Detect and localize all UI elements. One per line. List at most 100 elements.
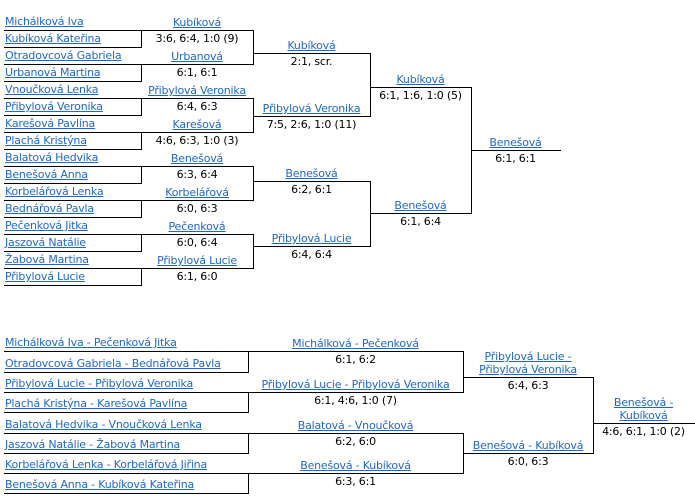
winner-link[interactable]: Benešová [489, 136, 542, 149]
winner-link[interactable]: Přibylová Veronika [262, 102, 361, 115]
bracket-line-h [4, 115, 142, 116]
winner-link[interactable]: Přibylová Lucie - Přibylová Veronika [261, 378, 450, 391]
winner-link[interactable]: Přibylová Lucie [271, 232, 352, 245]
bracket-line-v [253, 234, 254, 269]
team-link[interactable]: Korbelářová Lenka - Korbelářová Jiřina [5, 458, 207, 471]
winner-link[interactable]: Benešová [285, 167, 338, 180]
player-link[interactable]: Jaszová Natálie [5, 236, 86, 249]
player-link[interactable]: Benešová Anna [5, 168, 88, 181]
bracket-line-h [141, 200, 254, 201]
team-link[interactable]: Přibylová Lucie - Přibylová Veronika [5, 377, 194, 390]
winner-link[interactable]: Kubíková [172, 16, 222, 29]
winner-link[interactable]: Kubíková [287, 39, 336, 52]
winner-link[interactable]: Korbelářová [165, 186, 229, 199]
bracket-line-h [4, 372, 249, 373]
match-score: 6:1, 4:6, 1:0 (7) [314, 394, 397, 407]
player-link[interactable]: Urbanová Martina [5, 66, 101, 79]
winner-link[interactable]: Přibylová Lucie [157, 254, 237, 267]
entrant-cell: Přibylová Lucie [5, 270, 85, 283]
bracket-line-v [141, 132, 142, 150]
match-winner: Přibylová Veronika [111, 84, 283, 97]
match-winner: Benešová - Kubíková [433, 439, 623, 452]
bracket-line-h [463, 453, 594, 454]
bracket-line-h [248, 433, 464, 434]
match-winner: Pečenková [111, 220, 283, 233]
player-link[interactable]: Michálková Iva [5, 15, 84, 28]
team-link[interactable]: Plachá Kristýna - Karešová Pavlína [5, 397, 188, 410]
winner-link[interactable]: Benešová - Kubíková [613, 396, 674, 422]
bracket-line-v [248, 351, 249, 373]
match-score: 6:4, 6:3 [176, 100, 218, 113]
bracket-line-h [4, 217, 142, 218]
player-link[interactable]: Žabová Martina [5, 253, 89, 266]
player-link[interactable]: Bednářová Pavla [5, 202, 94, 215]
match-winner: Kubíková [111, 16, 283, 29]
winner-link[interactable]: Přibylová Veronika [148, 84, 246, 97]
winner-link[interactable]: Benešová [394, 199, 447, 212]
match-score: 6:1, 6:1 [176, 66, 218, 79]
player-link[interactable]: Plachá Kristýna [5, 134, 87, 147]
match-winner: Korbelářová [111, 186, 283, 199]
winner-link[interactable]: Benešová - Kubíková [472, 439, 584, 452]
entrant-cell: Vnoučková Lenka [5, 83, 98, 96]
bracket-line-h [4, 493, 249, 494]
winner-link[interactable]: Balatová - Vnoučková [297, 419, 414, 432]
match-score: 6:2, 6:1 [291, 183, 332, 196]
bracket-line-v [253, 98, 254, 133]
match-score: 6:4, 6:4 [291, 248, 332, 261]
bracket-line-h [4, 473, 249, 474]
match-score: 7:5, 2:6, 1:0 (11) [266, 118, 357, 131]
bracket-line-h [471, 150, 561, 151]
bracket-line-h [253, 116, 371, 117]
team-link[interactable]: Benešová Anna - Kubíková Kateřina [5, 478, 195, 491]
match-winner: Kubíková [223, 39, 400, 52]
match-winner: Přibylová Lucie - Přibylová Veronika [463, 350, 593, 376]
player-link[interactable]: Korbelářová Lenka [5, 185, 104, 198]
winner-link[interactable]: Karešová [172, 118, 222, 131]
team-link[interactable]: Michálková Iva - Pečenková Jitka [5, 336, 177, 349]
bracket-line-h [248, 392, 464, 393]
player-link[interactable]: Karešová Pavlína [5, 117, 96, 130]
winner-link[interactable]: Kubíková [396, 73, 445, 86]
player-link[interactable]: Vnoučková Lenka [5, 83, 99, 96]
bracket-line-h [4, 412, 249, 413]
winner-link[interactable]: Benešová - Kubíková [300, 459, 411, 472]
bracket-line-v [248, 473, 249, 494]
bracket-line-h [4, 166, 142, 167]
match-winner: Přibylová Veronika [223, 102, 400, 115]
entrant-cell: Karešová Pavlína [5, 117, 95, 130]
match-score: 3:6, 6:4, 1:0 (9) [155, 32, 239, 45]
team-link[interactable]: Balatová Hedvika - Vnoučková Lenka [5, 418, 202, 431]
player-link[interactable]: Otradovcová Gabriela [5, 49, 122, 62]
bracket-line-v [141, 98, 142, 116]
bracket-line-h [4, 351, 249, 352]
player-link[interactable]: Balatová Hedvika [5, 151, 99, 164]
winner-link[interactable]: Benešová [170, 152, 224, 165]
match-winner: Benešová [441, 136, 590, 149]
player-link[interactable]: Přibylová Veronika [5, 100, 103, 113]
match-winner: Balatová - Vnoučková [218, 419, 493, 432]
bracket-line-v [593, 377, 594, 454]
match-winner: Přibylová Lucie - Přibylová Veronika [218, 378, 493, 391]
winner-link[interactable]: Pečenková [168, 220, 226, 233]
bracket-line-h [4, 98, 142, 99]
bracket-line-h [4, 47, 142, 48]
team-link[interactable]: Jaszová Natálie - Žabová Martina [5, 438, 181, 451]
bracket-line-h [141, 166, 254, 167]
team-link[interactable]: Otradovcová Gabriela - Bednářová Pavla [5, 357, 221, 370]
bracket-line-h [253, 181, 371, 182]
bracket-line-v [248, 392, 249, 413]
match-score: 6:1, 6:2 [335, 353, 376, 366]
bracket-line-h [4, 268, 142, 269]
winner-link[interactable]: Michálková - Pečenková [292, 337, 419, 350]
winner-link[interactable]: Přibylová Lucie - Přibylová Veronika [479, 350, 577, 376]
match-score: 2:1, scr. [290, 55, 333, 68]
winner-link[interactable]: Urbanová [171, 50, 223, 63]
bracket-line-h [141, 64, 254, 65]
player-link[interactable]: Pečenková Jitka [5, 219, 88, 232]
bracket-line-h [593, 423, 695, 424]
player-link[interactable]: Přibylová Lucie [5, 270, 85, 283]
entrant-cell: Plachá Kristýna - Karešová Pavlína [5, 397, 187, 410]
entrant-cell: Benešová Anna [5, 168, 88, 181]
player-link[interactable]: Kubíková Kateřina [5, 32, 101, 45]
